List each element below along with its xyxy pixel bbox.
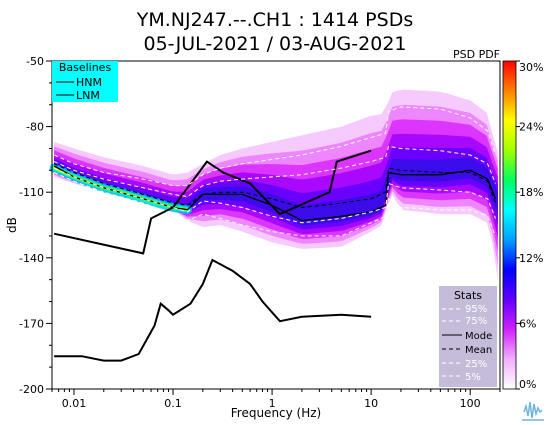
- colorbar: 30% 24% 18% 12% 6% 0%: [502, 60, 543, 391]
- stat-curve-25pct: [53, 167, 496, 224]
- legend-75-label: 75%: [465, 316, 487, 327]
- legend-mean-label: Mean: [465, 345, 492, 356]
- colorbar-tick-label: 6%: [519, 317, 536, 330]
- colorbar-label: PSD PDF: [453, 48, 500, 61]
- colorbar-tick-label: 24%: [519, 121, 543, 134]
- baselines-legend: Baselines HNM LNM: [52, 61, 118, 102]
- stat-curve-5pct: [53, 172, 496, 237]
- colorbar-tick-label: 30%: [519, 61, 543, 74]
- y-tick-label: -110: [19, 186, 44, 199]
- legend-25-label: 25%: [465, 359, 487, 370]
- lnm-curve: [54, 258, 372, 362]
- plot-frame: [51, 60, 501, 390]
- plot-area: 0.01 0.1 1 10 100 -50 -80 -110 -140 -170 -200: [19, 55, 501, 410]
- x-tick-label: 10: [364, 397, 378, 410]
- stats-legend-box: [439, 286, 497, 387]
- y-tick-label: -50: [26, 55, 44, 68]
- x-axis-label: Frequency (Hz): [231, 406, 322, 420]
- legend-hnm-label: HNM: [76, 76, 102, 89]
- x-axis: 0.01 0.1 1 10 100: [51, 389, 501, 410]
- y-axis: -50 -80 -110 -140 -170 -200: [19, 55, 52, 396]
- hnm-curve: [53, 149, 372, 255]
- y-tick-label: -200: [19, 383, 44, 396]
- colorbar-tick-label: 18%: [519, 186, 543, 199]
- colorbar-ticks: 30% 24% 18% 12% 6% 0%: [516, 60, 543, 391]
- pdf-density-layer-3: [54, 133, 498, 238]
- baseline-curves: [53, 149, 372, 362]
- x-tick-label: 0.01: [62, 397, 87, 410]
- x-tick-label: 100: [460, 397, 481, 410]
- colorbar-tick-label: 12%: [519, 252, 543, 265]
- x-tick-label: 1: [269, 397, 276, 410]
- colorbar-tick-label: 0%: [519, 378, 536, 391]
- pdf-density-band: [54, 89, 498, 280]
- colorbar-gradient: [502, 60, 517, 390]
- stat-curve-mean: [53, 163, 496, 209]
- y-tick-label: -80: [26, 121, 44, 134]
- pdf-density-layer-4: [54, 147, 498, 230]
- seismograph-logo-icon: [522, 401, 544, 421]
- y-tick-label: -140: [19, 252, 44, 265]
- stat-curve-75pct: [53, 145, 496, 198]
- chart-title-line1: YM.NJ247.--.CH1 : 1414 PSDs: [136, 9, 413, 31]
- legend-5-label: 5%: [465, 372, 481, 383]
- baselines-legend-title: Baselines: [59, 61, 112, 74]
- statistic-curves: [53, 106, 497, 237]
- stats-legend: Stats 95% 75% Mode Mean 25% 5%: [439, 286, 497, 387]
- x-tick-label: 0.1: [164, 397, 182, 410]
- legend-95-label: 95%: [465, 304, 487, 315]
- legend-lnm-label: LNM: [76, 89, 100, 102]
- y-tick-label: -170: [19, 317, 44, 330]
- pdf-density-layer-5: [54, 157, 498, 226]
- chart-title-line2: 05-JUL-2021 / 03-AUG-2021: [144, 33, 407, 55]
- legend-mode-label: Mode: [465, 331, 492, 342]
- y-axis-label: dB: [5, 217, 19, 233]
- stats-legend-title: Stats: [454, 289, 482, 302]
